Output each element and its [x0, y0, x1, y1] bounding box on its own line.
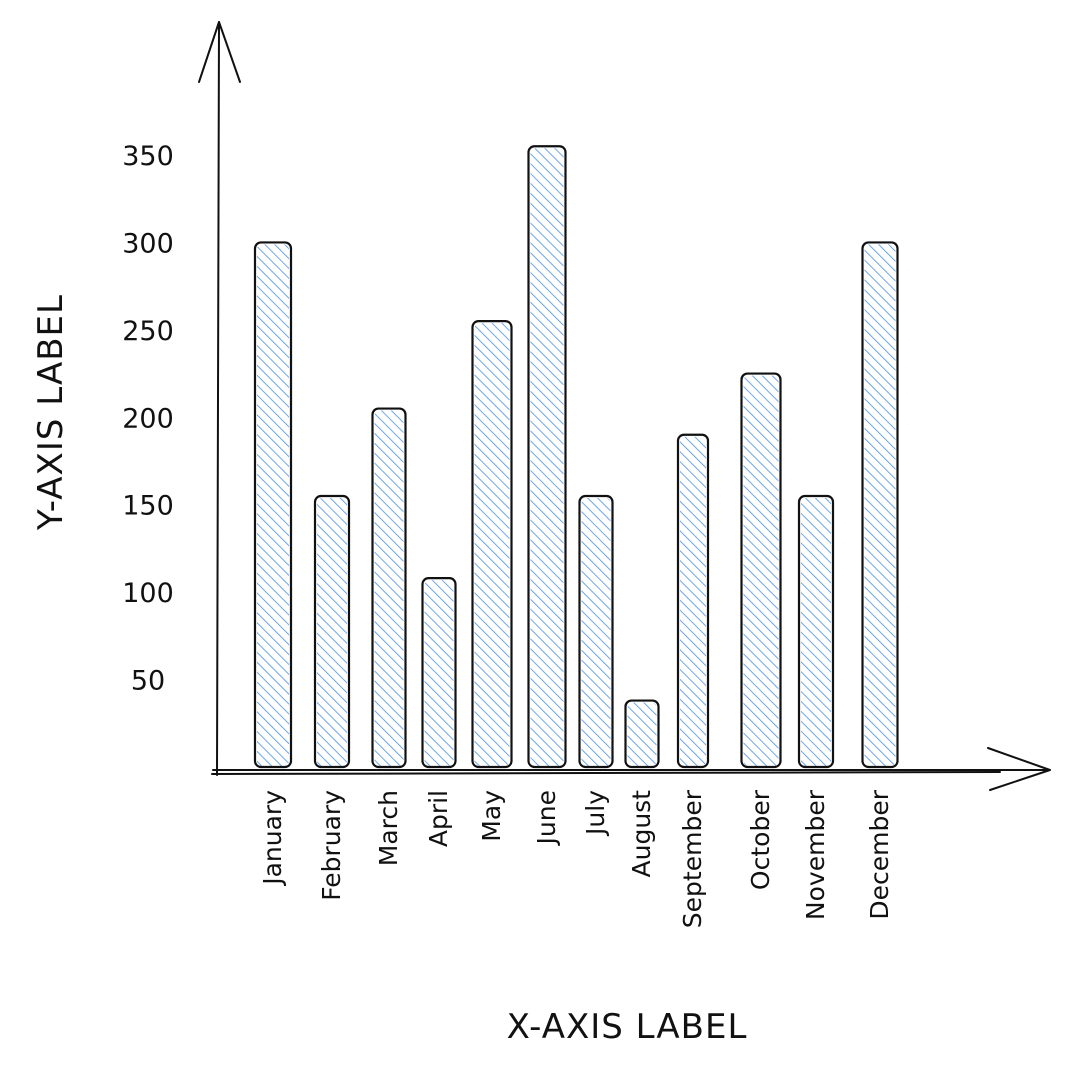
bar-august — [624, 699, 660, 769]
y-tick-label: 200 — [122, 403, 174, 434]
bar — [253, 241, 293, 769]
x-tick-label: October — [746, 789, 775, 890]
bar-september — [676, 433, 710, 769]
x-tick-label: August — [627, 790, 656, 878]
y-axis-arrowhead — [198, 21, 241, 83]
bar — [421, 577, 457, 769]
bar — [578, 494, 614, 769]
y-tick-label: 150 — [122, 491, 174, 522]
y-tick-label: 300 — [122, 228, 174, 259]
x-tick-label: June — [532, 790, 561, 846]
x-tick-label: January — [258, 790, 287, 887]
bar-june — [527, 145, 567, 769]
bar — [740, 372, 782, 769]
bar-fill — [864, 244, 896, 766]
y-tick-label: 100 — [122, 578, 174, 609]
bar-april — [421, 577, 457, 769]
y-axis-title: Y-AXIS LABEL — [31, 294, 71, 531]
x-tick-label: September — [678, 789, 707, 928]
bar-fill — [530, 148, 564, 766]
bar-fill — [317, 497, 347, 766]
bar-fill — [680, 436, 706, 766]
bar-december — [861, 241, 899, 769]
bar-fill — [257, 244, 289, 766]
y-tick-labels: 50 100 150 200 250 300 350 — [122, 141, 174, 697]
bar-fill — [474, 323, 510, 766]
bar — [371, 407, 407, 769]
x-tick-label: February — [317, 790, 346, 901]
bar-fill — [743, 375, 779, 766]
bar-february — [313, 494, 351, 769]
y-tick-label: 50 — [131, 666, 165, 697]
bar-october — [740, 372, 782, 769]
axes — [198, 21, 1051, 791]
bar-fill — [801, 497, 831, 766]
bar-january — [253, 241, 293, 769]
x-tick-label: November — [801, 789, 830, 920]
bar-fill — [424, 580, 454, 766]
x-tick-label: December — [865, 789, 894, 919]
x-tick-label: April — [424, 790, 453, 847]
x-category-labels: January February March April May June July Augu… — [258, 789, 894, 928]
x-tick-label: July — [581, 790, 610, 837]
bar — [861, 241, 899, 769]
x-tick-label: May — [477, 790, 506, 842]
bar — [527, 145, 567, 769]
bar — [797, 494, 835, 769]
bar-november — [797, 494, 835, 769]
bar-july — [578, 494, 614, 769]
bar-fill — [627, 702, 657, 766]
x-tick-label: March — [374, 790, 403, 866]
bar-march — [371, 407, 407, 769]
y-tick-label: 250 — [122, 316, 174, 347]
bar — [624, 699, 660, 769]
bar — [676, 433, 710, 769]
bar-fill — [581, 497, 611, 766]
bar — [313, 494, 351, 769]
y-axis-line — [216, 21, 220, 776]
bar-fill — [374, 410, 404, 766]
bars — [253, 145, 899, 769]
x-axis-line-sketch — [211, 771, 1001, 775]
x-axis-arrowhead — [987, 747, 1051, 791]
x-axis-title: X-AXIS LABEL — [507, 1007, 748, 1047]
bar-may — [471, 320, 513, 769]
y-tick-label: 350 — [122, 141, 174, 172]
bar — [471, 320, 513, 769]
